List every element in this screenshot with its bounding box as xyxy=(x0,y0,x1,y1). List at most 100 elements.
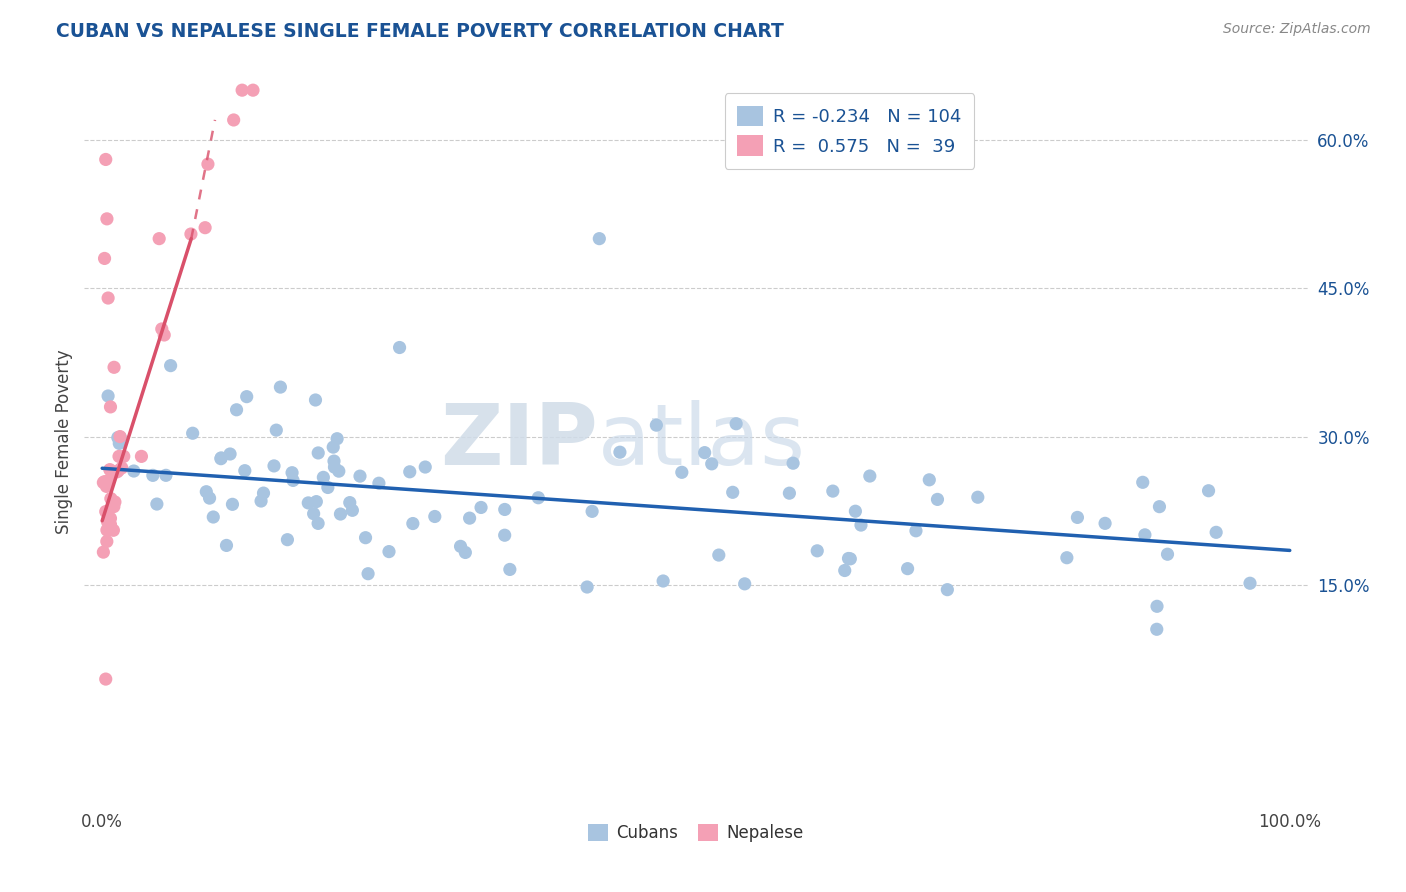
Point xyxy=(652,574,675,588)
Legend: Cubans, Nepalese: Cubans, Nepalese xyxy=(582,817,810,848)
Point xyxy=(94,504,117,518)
Point xyxy=(821,484,844,499)
Point xyxy=(122,464,145,478)
Point xyxy=(225,402,247,417)
Point xyxy=(454,545,477,559)
Point xyxy=(1205,525,1227,540)
Point xyxy=(645,418,668,433)
Point xyxy=(153,328,176,343)
Point xyxy=(194,220,217,235)
Point xyxy=(312,470,335,484)
Point xyxy=(357,566,380,581)
Point xyxy=(581,504,603,518)
Point xyxy=(388,341,411,355)
Point xyxy=(263,458,285,473)
Point xyxy=(1198,483,1220,498)
Point xyxy=(107,464,129,478)
Point xyxy=(806,544,828,558)
Point xyxy=(1132,475,1154,490)
Point xyxy=(281,466,304,480)
Point xyxy=(222,113,245,128)
Point xyxy=(734,577,756,591)
Point xyxy=(839,551,862,566)
Point xyxy=(112,450,135,464)
Point xyxy=(250,494,273,508)
Point xyxy=(849,518,872,533)
Point xyxy=(98,463,121,477)
Point xyxy=(1133,528,1156,542)
Point xyxy=(323,460,346,475)
Point xyxy=(778,486,800,500)
Point xyxy=(1239,576,1261,591)
Point xyxy=(198,491,221,505)
Text: Source: ZipAtlas.com: Source: ZipAtlas.com xyxy=(1223,22,1371,37)
Point xyxy=(339,495,361,509)
Text: CUBAN VS NEPALESE SINGLE FEMALE POVERTY CORRELATION CHART: CUBAN VS NEPALESE SINGLE FEMALE POVERTY … xyxy=(56,22,785,41)
Text: atlas: atlas xyxy=(598,400,806,483)
Point xyxy=(108,436,131,450)
Point xyxy=(104,495,127,509)
Point xyxy=(1066,510,1088,524)
Point xyxy=(328,464,350,478)
Point xyxy=(96,211,118,226)
Point xyxy=(195,484,218,499)
Point xyxy=(305,494,328,508)
Point xyxy=(215,538,238,552)
Point xyxy=(197,157,219,171)
Point xyxy=(782,456,804,470)
Point xyxy=(367,476,389,491)
Point xyxy=(150,322,173,336)
Point xyxy=(96,534,118,549)
Point xyxy=(307,446,329,460)
Point xyxy=(1149,500,1171,514)
Point xyxy=(897,561,920,575)
Point xyxy=(209,450,232,465)
Point xyxy=(307,516,329,531)
Point xyxy=(576,580,599,594)
Point xyxy=(93,545,115,559)
Point xyxy=(100,400,122,414)
Point xyxy=(837,551,859,566)
Point xyxy=(97,389,120,403)
Point xyxy=(103,523,125,537)
Point xyxy=(326,432,349,446)
Point xyxy=(936,582,959,597)
Point xyxy=(242,83,264,97)
Point xyxy=(159,359,181,373)
Point xyxy=(97,291,120,305)
Point xyxy=(252,486,274,500)
Point xyxy=(423,509,446,524)
Point xyxy=(281,474,304,488)
Point xyxy=(527,491,550,505)
Point xyxy=(209,451,232,466)
Point xyxy=(1146,622,1168,636)
Point xyxy=(499,562,522,576)
Point xyxy=(725,417,748,431)
Point xyxy=(98,473,121,487)
Point xyxy=(450,540,472,554)
Point xyxy=(329,507,352,521)
Point xyxy=(155,468,177,483)
Point xyxy=(202,510,225,524)
Point xyxy=(180,227,202,241)
Point xyxy=(103,500,125,514)
Point xyxy=(96,515,118,529)
Point xyxy=(276,533,298,547)
Point xyxy=(111,461,134,475)
Point xyxy=(413,460,436,475)
Point xyxy=(235,390,257,404)
Point xyxy=(323,454,346,468)
Point xyxy=(494,528,516,542)
Point xyxy=(233,464,256,478)
Point xyxy=(100,511,122,525)
Point xyxy=(1056,550,1078,565)
Point xyxy=(94,672,117,686)
Point xyxy=(94,153,117,167)
Point xyxy=(107,431,129,445)
Point xyxy=(93,252,115,266)
Point xyxy=(142,468,165,483)
Point xyxy=(181,426,204,441)
Point xyxy=(609,445,631,459)
Point xyxy=(269,380,291,394)
Point xyxy=(148,232,170,246)
